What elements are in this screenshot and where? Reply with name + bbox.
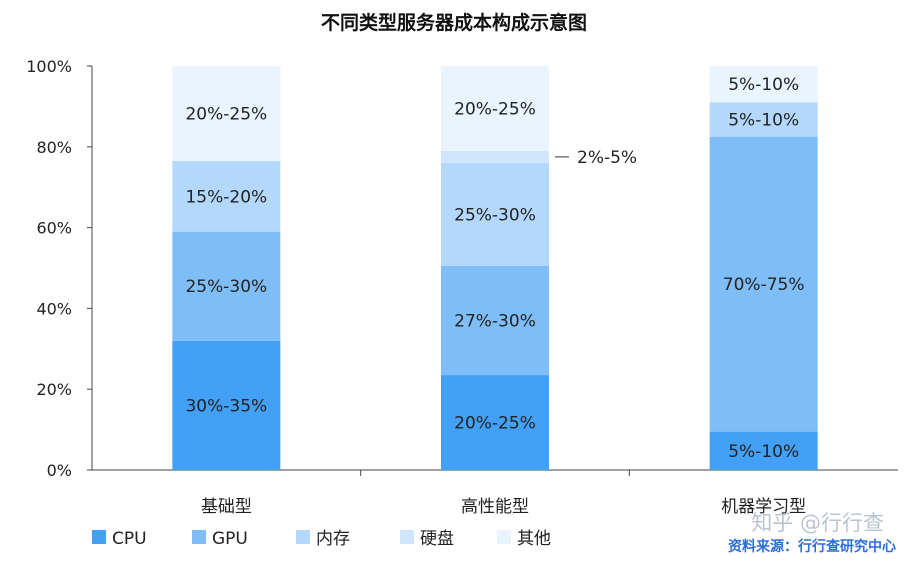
axes: 0% 20% 40% 60% 80% 100% 基础型 高性能型 机器学习型 xyxy=(26,57,898,517)
legend-label: 其他 xyxy=(517,529,551,549)
data-label: 5%-10% xyxy=(728,111,799,131)
legend-swatch xyxy=(92,530,106,544)
data-label: 27%-30% xyxy=(454,312,536,332)
legend-label: CPU xyxy=(112,529,147,549)
y-tick-label: 100% xyxy=(26,57,72,76)
legend-label: GPU xyxy=(212,529,248,549)
legend-swatch xyxy=(296,530,310,544)
y-tick-label: 80% xyxy=(36,138,72,157)
x-category-label: 基础型 xyxy=(201,497,252,517)
y-tick-label: 60% xyxy=(36,219,72,238)
legend-swatch xyxy=(497,530,511,544)
data-label: 20%-25% xyxy=(185,104,267,124)
bar-segment xyxy=(441,265,549,376)
watermark-text: 知乎 @行行查 xyxy=(751,511,884,535)
bar-segment xyxy=(709,136,818,432)
y-tick-label: 20% xyxy=(36,380,72,399)
legend-swatch xyxy=(400,530,414,544)
bar-segment xyxy=(709,102,818,137)
bar-segment xyxy=(441,375,549,470)
legend-label: 内存 xyxy=(316,529,350,549)
data-label: 20%-25% xyxy=(454,414,536,434)
bars xyxy=(172,66,818,470)
bar-segment xyxy=(441,162,549,266)
legend-swatch xyxy=(192,530,206,544)
data-label: 70%-75% xyxy=(723,275,805,295)
bar-segment xyxy=(172,66,281,161)
data-labels: 30%-35% 25%-30% 15%-20% 20%-25% 20%-25% 27%-3… xyxy=(185,75,804,462)
bar-segment xyxy=(709,66,818,103)
bar-segment xyxy=(709,431,818,470)
bar-segment xyxy=(441,150,549,163)
data-label: 25%-30% xyxy=(454,205,536,225)
legend: CPU GPU 内存 硬盘 其他 xyxy=(92,529,551,549)
bar-segment xyxy=(172,231,281,341)
data-label: 20%-25% xyxy=(454,99,536,119)
data-label: 30%-35% xyxy=(185,396,267,416)
data-label: 2%-5% xyxy=(577,148,637,168)
bar-segment xyxy=(172,160,281,232)
legend-label: 硬盘 xyxy=(420,529,454,549)
bar-segment xyxy=(172,340,281,470)
data-label: 5%-10% xyxy=(728,442,799,462)
y-tick-label: 0% xyxy=(47,461,72,480)
x-category-label: 机器学习型 xyxy=(721,497,806,517)
chart-title: 不同类型服务器成本构成示意图 xyxy=(321,11,587,34)
y-tick-label: 40% xyxy=(36,299,72,318)
source-note: 资料来源：行行查研究中心 xyxy=(728,538,896,555)
data-label: 25%-30% xyxy=(185,277,267,297)
bar-segment xyxy=(441,66,549,151)
x-category-label: 高性能型 xyxy=(461,497,529,517)
data-label: 5%-10% xyxy=(728,75,799,95)
data-label: 15%-20% xyxy=(185,187,267,207)
